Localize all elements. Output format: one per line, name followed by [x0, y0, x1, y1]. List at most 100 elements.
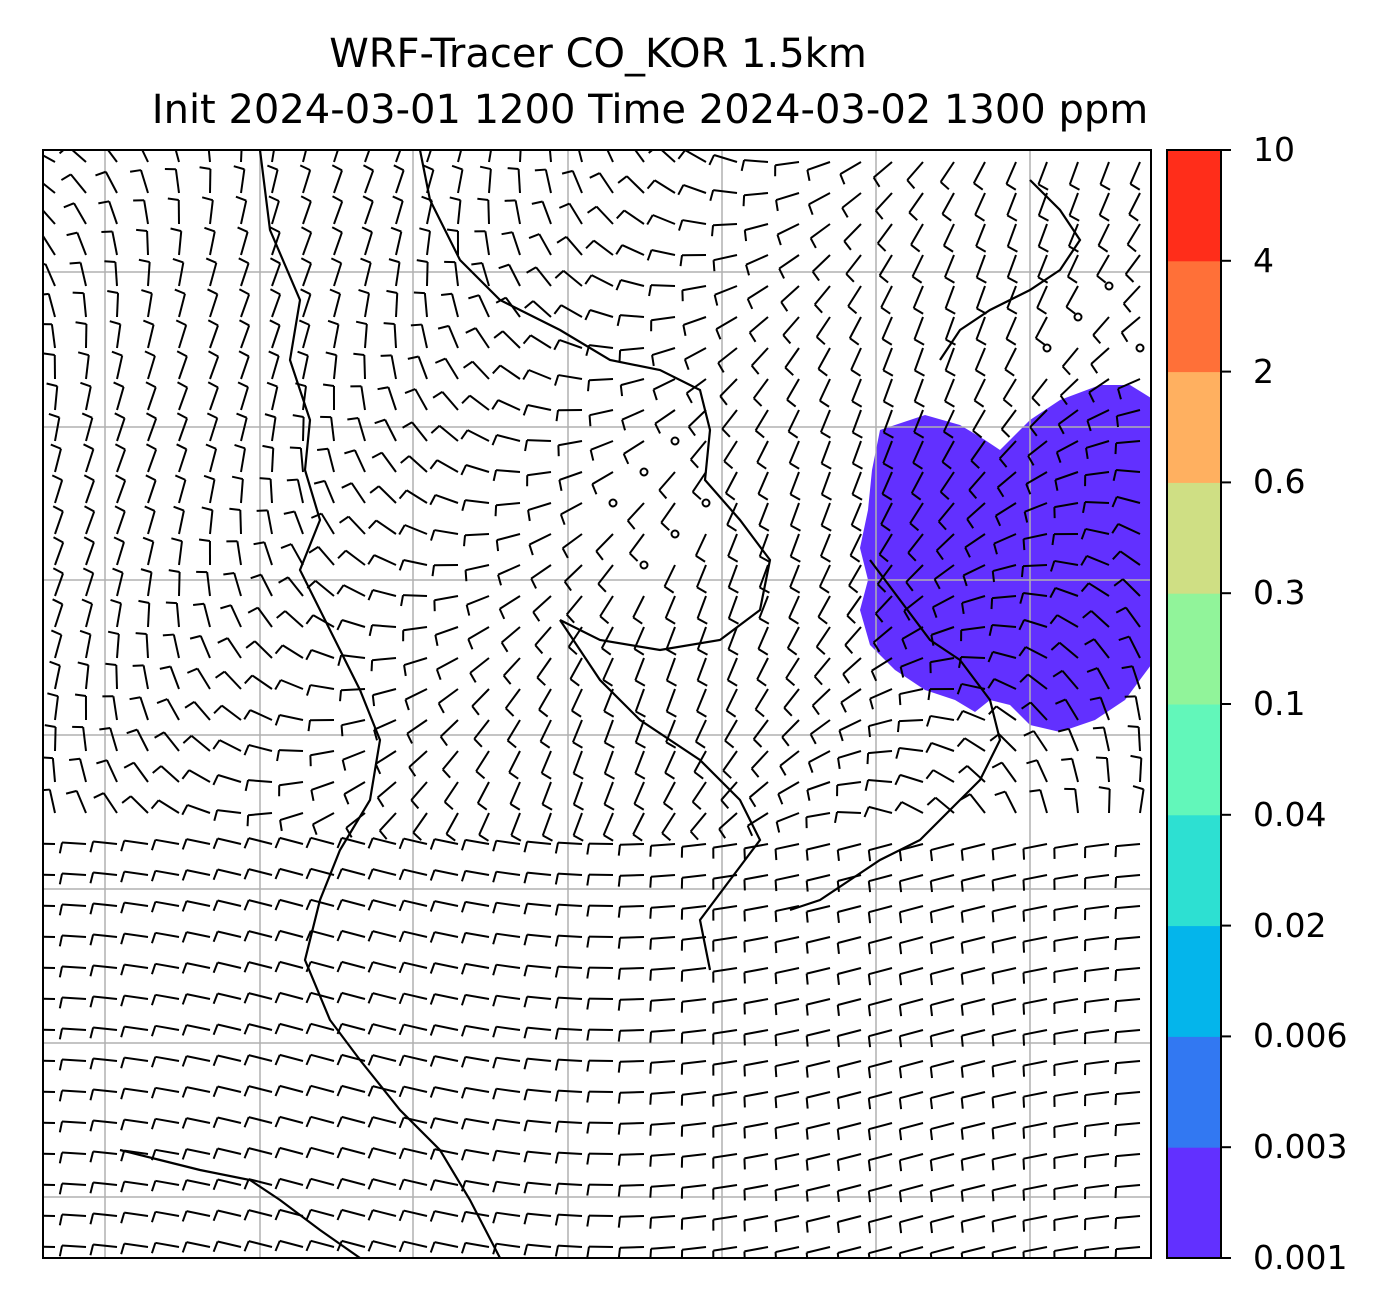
wind-barb — [554, 1213, 583, 1226]
wind-barb — [244, 779, 273, 792]
wind-barb — [429, 1148, 459, 1160]
wind-barb — [407, 355, 428, 380]
wind-barb — [911, 254, 924, 284]
wind-barb — [600, 626, 614, 656]
wind-barb — [805, 936, 831, 954]
wind-barb — [43, 154, 56, 163]
wind-barb — [850, 502, 862, 532]
wind-barb — [58, 1027, 87, 1040]
wind-barb — [398, 1178, 428, 1191]
wind-barb — [421, 195, 433, 225]
wind-barb — [68, 757, 87, 783]
wind-barb — [1036, 285, 1048, 315]
wind-barb — [75, 321, 88, 349]
wind-barb — [199, 166, 212, 194]
wind-barb — [1114, 1246, 1141, 1258]
wind-barb — [96, 759, 118, 783]
wind-barb — [331, 226, 343, 256]
wind-barb — [181, 1024, 211, 1036]
wind-barb — [805, 812, 831, 829]
wind-barb — [460, 1179, 490, 1192]
wind-barb — [1018, 646, 1048, 659]
wind-barb — [492, 963, 521, 976]
wind-barb — [460, 1024, 490, 1037]
wind-barb — [1080, 527, 1110, 540]
wind-barb — [1095, 756, 1110, 783]
wind-barb — [913, 378, 925, 408]
wind-barb — [300, 195, 312, 225]
wind-barb — [306, 579, 335, 597]
wind-barb — [1022, 1215, 1048, 1232]
wind-barb — [680, 967, 707, 982]
wind-barb — [120, 1242, 149, 1255]
wind-barb — [557, 440, 583, 457]
wind-barb — [586, 904, 614, 917]
wind-barb — [944, 316, 956, 346]
wind-barb — [83, 536, 95, 566]
wind-barb — [81, 598, 94, 628]
wind-barb — [338, 515, 366, 535]
wind-barb — [805, 1184, 831, 1202]
wind-barb — [259, 477, 273, 504]
wind-barb — [181, 993, 211, 1005]
wind-barb — [196, 570, 211, 597]
wind-barb — [336, 1053, 366, 1066]
wind-barb — [174, 288, 186, 318]
wind-barb — [47, 692, 59, 721]
wind-barb — [336, 1177, 366, 1190]
wind-barb — [939, 161, 955, 191]
wind-barb — [586, 966, 614, 979]
wind-barb — [89, 1181, 118, 1194]
wind-barb — [754, 688, 769, 718]
wind-barb — [680, 936, 707, 951]
wind-barb — [50, 629, 63, 659]
wind-barb — [743, 936, 769, 953]
wind-barb — [309, 750, 335, 767]
calm-circle — [608, 498, 618, 508]
wind-barb — [301, 226, 313, 256]
wind-barb — [1053, 1184, 1079, 1200]
wind-barb — [1031, 378, 1048, 407]
wind-barb — [974, 192, 986, 222]
wind-barb — [649, 843, 676, 857]
wind-barb — [634, 719, 646, 749]
wind-barb — [274, 836, 304, 849]
wind-barb — [1130, 754, 1143, 783]
wind-barb — [1057, 727, 1079, 752]
wind-barb — [663, 564, 676, 594]
wind-barb — [585, 239, 614, 256]
wind-barb — [237, 381, 249, 411]
wind-barb — [229, 507, 242, 535]
wind-barb — [618, 347, 645, 362]
wind-barb — [313, 479, 335, 504]
wind-barb — [468, 294, 490, 318]
wind-barb — [336, 898, 366, 911]
wind-barb — [1084, 967, 1110, 983]
wind-barb — [1086, 409, 1110, 432]
wind-barb — [786, 378, 800, 408]
wind-barb — [742, 192, 769, 207]
wind-barb — [274, 991, 304, 1004]
wind-barb — [368, 624, 397, 637]
wind-barb — [1023, 502, 1048, 523]
wind-barb — [330, 257, 343, 287]
wind-barb — [848, 564, 862, 594]
wind-barb — [305, 1084, 335, 1097]
wind-barb — [305, 898, 335, 911]
wind-barb — [589, 440, 614, 461]
wind-barb — [527, 502, 552, 522]
wind-barb — [58, 1120, 87, 1133]
wind-barb — [336, 929, 366, 942]
wind-barb — [743, 223, 769, 242]
wind-barb — [847, 285, 862, 315]
wind-barb — [758, 502, 770, 532]
wind-barb — [398, 559, 428, 571]
wind-barb — [367, 1178, 397, 1190]
wind-barb — [446, 228, 459, 256]
wind-barb — [665, 688, 677, 718]
wind-barb — [433, 595, 459, 612]
wind-barb — [774, 1060, 800, 1078]
wind-barb — [975, 316, 987, 346]
wind-barb — [774, 1215, 800, 1233]
wind-barb — [247, 606, 273, 628]
